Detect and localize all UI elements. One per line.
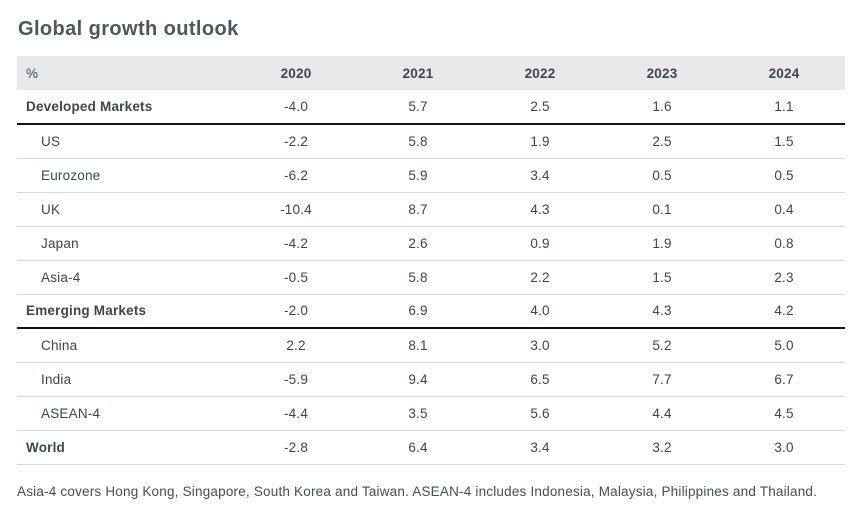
growth-table: % 2020 2021 2022 2023 2024 Developed Mar… — [17, 56, 845, 465]
row-value: 1.6 — [601, 90, 723, 125]
table-row: Asia-4 -0.5 5.8 2.2 1.5 2.3 — [17, 260, 845, 295]
row-value: 4.3 — [479, 192, 601, 227]
row-value: 3.0 — [479, 328, 601, 363]
row-value: 6.9 — [357, 294, 479, 329]
row-value: 5.0 — [723, 328, 845, 363]
row-label: UK — [17, 192, 235, 227]
row-value: 0.8 — [723, 226, 845, 261]
row-value: -0.5 — [235, 260, 357, 295]
table-row: Eurozone -6.2 5.9 3.4 0.5 0.5 — [17, 158, 845, 193]
row-value: 3.0 — [723, 430, 845, 465]
table-row: ASEAN-4 -4.4 3.5 5.6 4.4 4.5 — [17, 396, 845, 431]
table-row: Japan -4.2 2.6 0.9 1.9 0.8 — [17, 226, 845, 261]
column-header-2023: 2023 — [601, 56, 723, 90]
row-value: 3.4 — [479, 430, 601, 465]
row-value: 2.5 — [479, 90, 601, 125]
row-value: 0.9 — [479, 226, 601, 261]
table-row: Emerging Markets -2.0 6.9 4.0 4.3 4.2 — [17, 294, 845, 329]
row-label: India — [17, 362, 235, 397]
row-value: -2.2 — [235, 124, 357, 159]
row-value: 2.3 — [723, 260, 845, 295]
row-value: 6.4 — [357, 430, 479, 465]
row-label: China — [17, 328, 235, 363]
row-value: 6.7 — [723, 362, 845, 397]
row-label: World — [17, 430, 235, 465]
row-value: 2.5 — [601, 124, 723, 159]
table-row: Developed Markets -4.0 5.7 2.5 1.6 1.1 — [17, 90, 845, 125]
row-value: 4.4 — [601, 396, 723, 431]
row-value: 3.4 — [479, 158, 601, 193]
row-value: 0.5 — [723, 158, 845, 193]
row-value: 4.5 — [723, 396, 845, 431]
row-value: 1.1 — [723, 90, 845, 125]
row-label: US — [17, 124, 235, 159]
column-header-2020: 2020 — [235, 56, 357, 90]
row-value: -10.4 — [235, 192, 357, 227]
row-value: 3.5 — [357, 396, 479, 431]
row-value: 2.2 — [479, 260, 601, 295]
row-value: 2.6 — [357, 226, 479, 261]
row-value: 1.5 — [601, 260, 723, 295]
row-label: Developed Markets — [17, 90, 235, 125]
column-header-2024: 2024 — [723, 56, 845, 90]
row-value: 5.7 — [357, 90, 479, 125]
row-value: 1.9 — [479, 124, 601, 159]
row-value: 5.9 — [357, 158, 479, 193]
table-header-row: % 2020 2021 2022 2023 2024 — [17, 56, 845, 90]
row-label: Asia-4 — [17, 260, 235, 295]
row-value: -4.2 — [235, 226, 357, 261]
row-value: 4.2 — [723, 294, 845, 329]
row-value: -4.4 — [235, 396, 357, 431]
row-value: 1.5 — [723, 124, 845, 159]
table-body: Developed Markets -4.0 5.7 2.5 1.6 1.1 US -2.2 5… — [17, 90, 845, 465]
row-value: -5.9 — [235, 362, 357, 397]
row-value: 0.4 — [723, 192, 845, 227]
table-row: India -5.9 9.4 6.5 7.7 6.7 — [17, 362, 845, 397]
row-value: 4.0 — [479, 294, 601, 329]
row-value: 5.2 — [601, 328, 723, 363]
page: Global growth outlook % 2020 2021 2022 2… — [17, 18, 845, 499]
table-row: UK -10.4 8.7 4.3 0.1 0.4 — [17, 192, 845, 227]
row-value: -6.2 — [235, 158, 357, 193]
page-title: Global growth outlook — [18, 18, 239, 40]
row-value: 3.2 — [601, 430, 723, 465]
row-value: 0.5 — [601, 158, 723, 193]
row-value: 5.8 — [357, 260, 479, 295]
row-value: 5.8 — [357, 124, 479, 159]
table-row: US -2.2 5.8 1.9 2.5 1.5 — [17, 124, 845, 159]
row-value: 8.7 — [357, 192, 479, 227]
row-value: 1.9 — [601, 226, 723, 261]
row-label: Eurozone — [17, 158, 235, 193]
row-value: 6.5 — [479, 362, 601, 397]
row-value: 2.2 — [235, 328, 357, 363]
row-value: -2.8 — [235, 430, 357, 465]
row-value: 9.4 — [357, 362, 479, 397]
footnote: Asia-4 covers Hong Kong, Singapore, Sout… — [17, 483, 818, 499]
column-header-2021: 2021 — [357, 56, 479, 90]
column-header-unit: % — [17, 56, 235, 90]
row-value: 5.6 — [479, 396, 601, 431]
column-header-2022: 2022 — [479, 56, 601, 90]
row-label: ASEAN-4 — [17, 396, 235, 431]
table-row: China 2.2 8.1 3.0 5.2 5.0 — [17, 328, 845, 363]
row-label: Emerging Markets — [17, 294, 235, 329]
table-row: World -2.8 6.4 3.4 3.2 3.0 — [17, 430, 845, 465]
row-value: -2.0 — [235, 294, 357, 329]
row-value: 0.1 — [601, 192, 723, 227]
row-label: Japan — [17, 226, 235, 261]
row-value: 7.7 — [601, 362, 723, 397]
row-value: 8.1 — [357, 328, 479, 363]
row-value: -4.0 — [235, 90, 357, 125]
row-value: 4.3 — [601, 294, 723, 329]
